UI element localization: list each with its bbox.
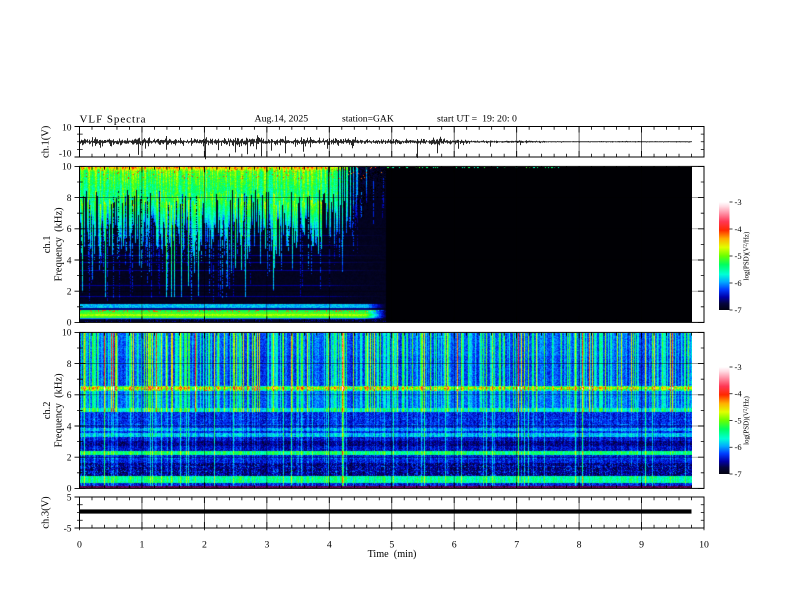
svg-text:9: 9 [639,539,644,550]
svg-text:10: 10 [699,539,709,550]
svg-text:Time (min): Time (min) [368,549,417,560]
svg-text:Frequency (kHz): Frequency (kHz) [54,373,65,448]
svg-text:station=GAK: station=GAK [342,114,394,125]
svg-text:-4: -4 [735,389,743,399]
svg-text:-4: -4 [735,224,743,234]
svg-text:0: 0 [67,485,72,495]
svg-text:-7: -7 [735,469,742,479]
svg-text:4: 4 [67,422,72,432]
svg-text:0: 0 [67,319,72,329]
svg-text:-10: -10 [59,150,72,160]
svg-text:VLF Spectra: VLF Spectra [80,114,147,126]
svg-text:3: 3 [264,539,269,550]
svg-text:5: 5 [67,493,72,503]
svg-text:10: 10 [62,124,72,134]
svg-text:Frequency (kHz): Frequency (kHz) [54,207,65,282]
svg-text:8: 8 [67,360,72,370]
svg-text:start UT = 19: 20: 0: start UT = 19: 20: 0 [437,114,517,125]
svg-text:10: 10 [62,163,72,173]
svg-text:1: 1 [139,539,144,550]
svg-text:2: 2 [202,539,207,550]
svg-text:2: 2 [67,454,72,464]
svg-text:-3: -3 [735,362,742,372]
svg-text:6: 6 [67,391,72,401]
svg-text:Aug.14, 2025: Aug.14, 2025 [255,114,309,125]
svg-text:-5: -5 [64,524,72,534]
svg-text:10: 10 [62,329,72,339]
svg-text:ch.3(V): ch.3(V) [41,496,52,529]
svg-text:-6: -6 [735,278,742,288]
svg-text:ch.1: ch.1 [42,236,53,254]
svg-text:log(PSD)(V2/Hz): log(PSD)(V2/Hz) [743,231,751,280]
svg-text:-5: -5 [735,415,742,425]
svg-text:-5: -5 [735,251,742,261]
svg-text:8: 8 [67,194,72,204]
svg-text:7: 7 [514,539,519,550]
svg-text:ch.1(V): ch.1(V) [41,125,52,158]
svg-text:log(PSD)(V2/Hz): log(PSD)(V2/Hz) [743,395,751,444]
svg-text:ch.2: ch.2 [42,402,53,420]
svg-text:2: 2 [67,288,72,298]
svg-text:4: 4 [327,539,332,550]
svg-text:0: 0 [77,539,82,550]
svg-text:4: 4 [67,256,72,266]
svg-text:6: 6 [67,225,72,235]
svg-text:8: 8 [577,539,582,550]
svg-text:6: 6 [452,539,457,550]
svg-text:-6: -6 [735,442,742,452]
svg-text:5: 5 [389,539,394,550]
svg-text:-3: -3 [735,197,742,207]
svg-text:-7: -7 [735,305,742,315]
